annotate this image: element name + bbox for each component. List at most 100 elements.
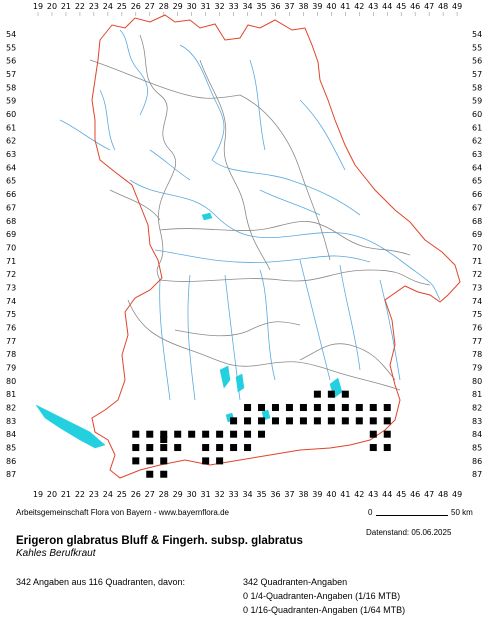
scale-bar <box>376 515 448 516</box>
occurrence-square <box>132 444 140 452</box>
x-tick-label-top: 29 <box>173 2 183 11</box>
occurrence-square <box>160 470 168 478</box>
y-tick-label-right: 69 <box>472 230 482 239</box>
occurrence-square <box>313 404 321 412</box>
y-tick-label-left: 58 <box>6 83 16 92</box>
x-tick-label-bottom: 47 <box>424 490 434 499</box>
occurrence-square <box>188 430 196 438</box>
x-tick-label-bottom: 27 <box>145 490 155 499</box>
map-grid <box>37 12 458 16</box>
y-tick-label-left: 73 <box>6 283 16 292</box>
y-tick-label-left: 62 <box>6 137 16 146</box>
y-tick-label-right: 80 <box>472 377 482 386</box>
occurrence-square <box>258 417 266 425</box>
x-tick-label-top: 25 <box>117 2 127 11</box>
x-tick-label-top: 21 <box>61 2 71 11</box>
x-axis-top-labels: 19 20 21 22 23 24 25 26 27 28 29 30 31 32 33 34 35 36 37 38… <box>33 2 462 11</box>
y-tick-label-left: 69 <box>6 230 16 239</box>
x-tick-label-bottom: 19 <box>33 490 43 499</box>
occurrence-square <box>202 457 210 465</box>
scale-start-label: 0 <box>368 508 373 517</box>
x-tick-label-top: 38 <box>298 2 308 11</box>
occurrence-square <box>271 417 279 425</box>
x-tick-label-bottom: 39 <box>312 490 322 499</box>
x-tick-label-top: 32 <box>215 2 225 11</box>
x-tick-label-bottom: 21 <box>61 490 71 499</box>
x-tick-label-top: 22 <box>75 2 85 11</box>
x-tick-label-top: 19 <box>33 2 43 11</box>
x-tick-label-top: 47 <box>424 2 434 11</box>
y-tick-label-left: 71 <box>6 257 16 266</box>
y-tick-label-left: 77 <box>6 337 16 346</box>
occurrence-square <box>244 444 252 452</box>
y-tick-label-right: 75 <box>472 310 482 319</box>
y-tick-label-right: 68 <box>472 217 482 226</box>
x-tick-label-top: 44 <box>382 2 392 11</box>
x-axis-bottom-labels: 19 20 21 22 23 24 25 26 27 28 29 30 31 32 33 34 35 36 37 38… <box>33 490 462 499</box>
occurrence-square <box>383 430 391 438</box>
y-tick-label-right: 59 <box>472 97 482 106</box>
x-tick-label-bottom: 42 <box>354 490 364 499</box>
y-tick-label-left: 67 <box>6 203 16 212</box>
y-tick-label-left: 56 <box>6 57 16 66</box>
occurrence-square <box>202 430 210 438</box>
y-axis-left-labels: 54 55 56 57 58 59 60 61 62 63 64 65 66 67 68 69 70 71 72 73… <box>6 30 16 479</box>
x-tick-label-bottom: 26 <box>131 490 141 499</box>
occurrence-square <box>299 404 307 412</box>
x-tick-label-bottom: 48 <box>438 490 448 499</box>
occurrence-square <box>174 430 182 438</box>
y-tick-label-right: 66 <box>472 190 482 199</box>
occurrence-square <box>146 430 154 438</box>
x-tick-label-top: 45 <box>396 2 406 11</box>
x-tick-label-top: 37 <box>284 2 294 11</box>
occurrence-square <box>285 417 293 425</box>
y-tick-label-left: 78 <box>6 350 16 359</box>
y-tick-label-left: 86 <box>6 457 16 466</box>
y-tick-label-right: 58 <box>472 83 482 92</box>
x-tick-label-bottom: 40 <box>326 490 336 499</box>
y-tick-label-right: 85 <box>472 444 482 453</box>
occurrence-square <box>369 430 377 438</box>
y-tick-label-left: 68 <box>6 217 16 226</box>
occurrence-square <box>216 444 224 452</box>
occurrence-square <box>383 444 391 452</box>
occurrence-square <box>369 444 377 452</box>
y-tick-label-right: 78 <box>472 350 482 359</box>
y-tick-label-left: 83 <box>6 417 16 426</box>
y-tick-label-left: 87 <box>6 470 16 479</box>
occurrence-square <box>132 430 140 438</box>
x-tick-label-bottom: 37 <box>284 490 294 499</box>
x-tick-label-bottom: 29 <box>173 490 183 499</box>
state-border <box>91 14 461 479</box>
y-tick-label-right: 71 <box>472 257 482 266</box>
occurrence-square <box>383 404 391 412</box>
x-tick-label-top: 43 <box>368 2 378 11</box>
x-tick-label-bottom: 25 <box>117 490 127 499</box>
occurrence-square <box>202 444 210 452</box>
y-tick-label-left: 82 <box>6 404 16 413</box>
occurrence-square <box>355 417 363 425</box>
y-tick-label-right: 67 <box>472 203 482 212</box>
occurrence-square <box>146 457 154 465</box>
y-tick-label-right: 57 <box>472 70 482 79</box>
x-tick-label-bottom: 24 <box>103 490 113 499</box>
occurrence-square <box>327 417 335 425</box>
occurrence-square <box>313 417 321 425</box>
y-tick-label-right: 56 <box>472 57 482 66</box>
occurrence-square <box>299 417 307 425</box>
y-tick-label-left: 64 <box>6 163 16 172</box>
credit-text: Arbeitsgemeinschaft Flora von Bayern - w… <box>16 508 229 517</box>
x-tick-label-bottom: 43 <box>368 490 378 499</box>
y-tick-label-right: 76 <box>472 323 482 332</box>
x-tick-label-top: 48 <box>438 2 448 11</box>
occurrence-square <box>230 417 238 425</box>
y-tick-label-left: 80 <box>6 377 16 386</box>
y-tick-label-right: 61 <box>472 123 482 132</box>
x-tick-label-top: 42 <box>354 2 364 11</box>
occurrence-square <box>244 417 252 425</box>
x-tick-label-bottom: 41 <box>340 490 350 499</box>
quarter-quadrant-count: 0 1/4-Quadranten-Angaben (1/16 MTB) <box>243 591 401 601</box>
x-tick-label-bottom: 33 <box>228 490 238 499</box>
x-tick-label-top: 23 <box>89 2 99 11</box>
quadrant-count: 342 Quadranten-Angaben <box>243 577 348 587</box>
